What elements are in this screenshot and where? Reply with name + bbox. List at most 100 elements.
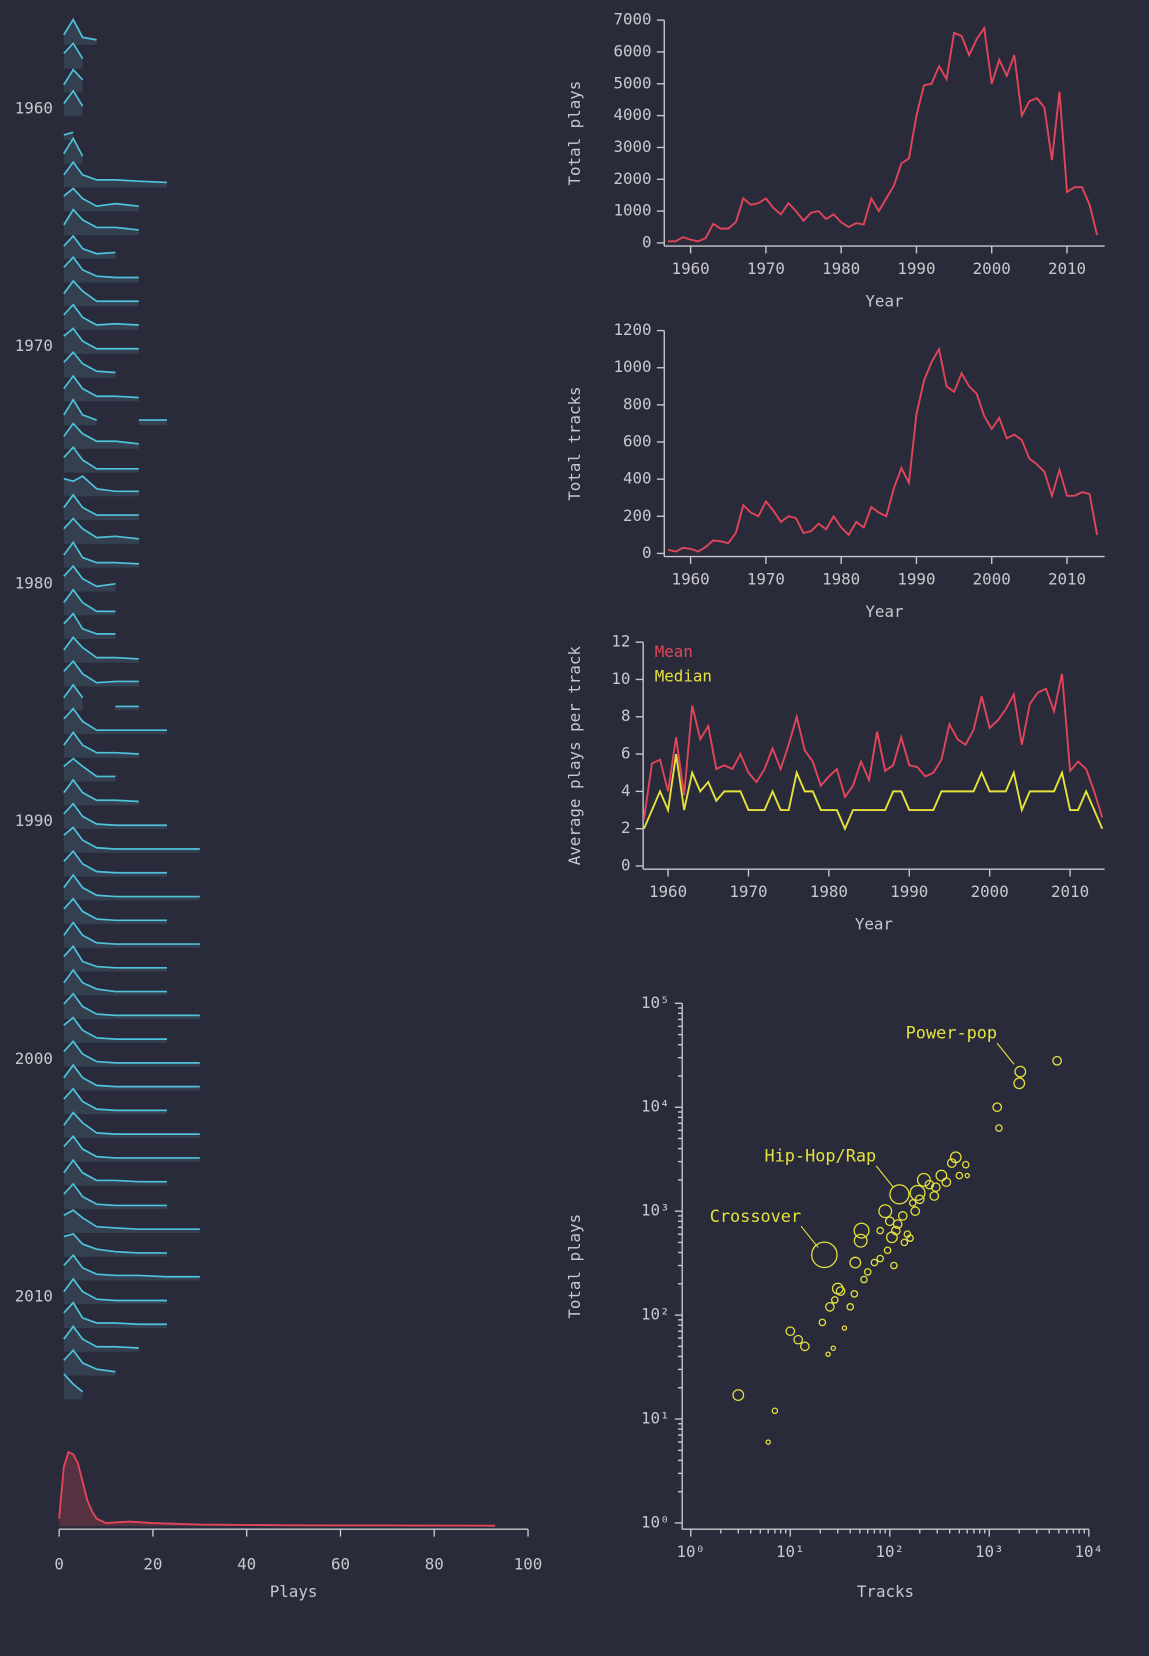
point	[863, 1268, 872, 1276]
line	[643, 753, 1104, 832]
ridge-area	[63, 542, 139, 568]
row-label: 2000	[15, 1049, 53, 1068]
ridge-line	[63, 1233, 167, 1254]
point	[1014, 1065, 1027, 1078]
ridge-line	[63, 1348, 116, 1373]
point	[908, 1199, 917, 1207]
ridge-line	[63, 540, 139, 565]
y-tick-label: 1200	[613, 320, 651, 339]
point	[870, 1258, 879, 1267]
y-tick-label: 10	[611, 669, 630, 688]
y-tick-label: 0	[642, 543, 652, 562]
annotation-leader	[800, 1225, 819, 1248]
ridge-line	[63, 897, 167, 922]
ridge-line	[63, 208, 139, 231]
point	[830, 1296, 839, 1304]
ridge-line	[63, 350, 116, 374]
x-tick-label: 2000	[973, 569, 1011, 588]
x-tick-label: 1970	[729, 882, 767, 901]
ridge-line	[63, 1182, 167, 1207]
ridge-line	[63, 1373, 84, 1393]
line	[668, 25, 1099, 243]
ridge-area	[63, 138, 83, 164]
point	[841, 1325, 848, 1331]
x-tick-label: 10²	[876, 1542, 905, 1561]
ridge-line	[63, 422, 139, 445]
line	[643, 673, 1104, 820]
ridge-area	[63, 280, 139, 307]
x-tick-label: 100	[514, 1555, 543, 1574]
annotation: Hip-Hop/Rap	[764, 1145, 876, 1165]
ridge-line	[63, 187, 139, 208]
ridge-line	[63, 327, 139, 350]
point	[914, 1194, 925, 1205]
point	[890, 1225, 901, 1236]
ridge-line	[63, 1301, 167, 1326]
row-label: 2010	[15, 1286, 53, 1305]
x-tick-label: 1960	[672, 259, 710, 278]
ridge-area	[63, 970, 167, 996]
ridge-line	[63, 303, 139, 326]
ridge-area	[63, 1326, 139, 1352]
ridge-area	[63, 328, 139, 354]
y-axis-label: Average plays per track	[565, 646, 584, 866]
row-label: 1980	[15, 574, 53, 593]
ridge-line	[63, 493, 139, 516]
row-label: 1960	[15, 98, 53, 117]
y-tick-label: 7000	[613, 10, 651, 29]
y-axis-label: Total plays	[565, 1214, 584, 1319]
ridge-area	[63, 1136, 200, 1162]
ridge-area	[63, 1041, 200, 1067]
ridge-line	[63, 849, 167, 874]
ridge-area	[63, 684, 139, 711]
ridge-line	[63, 1277, 167, 1302]
ridge-line	[63, 136, 84, 157]
ridge-line	[63, 17, 97, 41]
ridge-area	[63, 827, 200, 853]
x-tick-label: 1990	[897, 569, 935, 588]
point	[883, 1246, 892, 1255]
x-axis-label: Tracks	[857, 1582, 914, 1601]
y-tick-label: 8	[621, 706, 631, 725]
point	[799, 1341, 810, 1352]
point	[785, 1326, 796, 1337]
ridge-area	[63, 162, 167, 188]
x-tick-label: 1970	[747, 259, 785, 278]
y-tick-label: 2000	[613, 169, 651, 188]
y-tick-label: 0	[621, 856, 631, 875]
x-tick-label: 2010	[1048, 569, 1086, 588]
point	[941, 1177, 952, 1188]
ridge-area	[63, 1112, 200, 1138]
point	[949, 1151, 962, 1164]
x-tick-label: 2000	[971, 882, 1009, 901]
ridge-line	[63, 160, 168, 184]
ridge-line	[63, 683, 139, 708]
ridge-area	[63, 1160, 167, 1186]
point	[853, 1233, 868, 1248]
point	[825, 1302, 835, 1312]
ridge-line	[63, 398, 167, 421]
y-tick-label: 0	[642, 232, 652, 251]
ridge-area	[63, 589, 167, 616]
ridge-line	[63, 802, 167, 827]
ridge-area	[63, 874, 200, 901]
point	[929, 1191, 940, 1201]
line	[667, 346, 1099, 553]
ridge-area	[63, 257, 139, 283]
x-tick-label: 80	[425, 1555, 444, 1574]
ridge-line	[63, 636, 139, 660]
x-tick-label: 20	[143, 1555, 162, 1574]
ridge-line	[63, 234, 116, 255]
x-axis-label: Year	[865, 292, 903, 311]
y-tick-label: 2	[621, 818, 631, 837]
x-tick-label: 1970	[747, 569, 785, 588]
point	[878, 1204, 893, 1219]
point	[793, 1334, 804, 1345]
point	[935, 1169, 948, 1182]
y-tick-label: 3000	[613, 137, 651, 156]
x-tick-label: 1980	[822, 259, 860, 278]
ridge-area	[63, 43, 83, 69]
point	[995, 1124, 1003, 1132]
point	[961, 1160, 970, 1169]
row-label: 1990	[15, 811, 53, 830]
